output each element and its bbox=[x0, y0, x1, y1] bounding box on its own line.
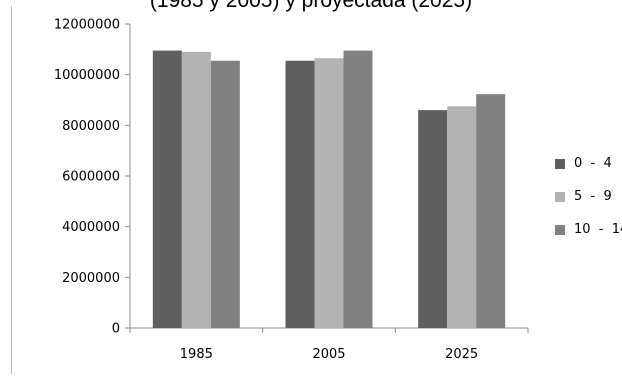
bar-2025-series-1 bbox=[447, 106, 477, 328]
y-tick-label: 12000000 bbox=[54, 18, 120, 33]
y-tick-label: 10000000 bbox=[54, 68, 120, 83]
legend-swatch bbox=[555, 224, 565, 235]
left-border-line bbox=[11, 6, 12, 374]
legend-swatch bbox=[555, 191, 565, 202]
legend-label: 0 - 4 bbox=[574, 156, 612, 171]
bar-1985-series-2 bbox=[210, 60, 240, 328]
x-tick-label: 2025 bbox=[445, 347, 478, 362]
chart-title: (1985 y 2005) y proyectada (2025) bbox=[149, 0, 473, 12]
y-tick-label: 4000000 bbox=[62, 220, 120, 235]
bar-2005-series-1 bbox=[314, 58, 344, 328]
legend-swatch bbox=[555, 158, 565, 169]
bar-2025-series-0 bbox=[418, 110, 448, 328]
bar-1985-series-1 bbox=[181, 51, 211, 328]
x-tick-label: 1985 bbox=[180, 347, 213, 362]
legend-label: 10 - 14 bbox=[574, 222, 622, 237]
legend-item-1: 5 - 9 bbox=[555, 186, 622, 207]
bar-1985-series-0 bbox=[152, 50, 182, 328]
bar-2005-series-2 bbox=[343, 50, 373, 328]
legend: 0 - 4 5 - 9 10 - 14 bbox=[555, 153, 622, 252]
y-tick-label: 0 bbox=[112, 322, 120, 337]
y-tick-label: 6000000 bbox=[62, 170, 120, 185]
bar-2005-series-0 bbox=[285, 60, 315, 328]
y-tick-label: 8000000 bbox=[62, 119, 120, 134]
x-tick-label: 2005 bbox=[312, 347, 345, 362]
y-tick-label: 2000000 bbox=[62, 271, 120, 286]
bar-2025-series-2 bbox=[476, 94, 506, 328]
legend-item-0: 0 - 4 bbox=[555, 153, 622, 174]
legend-label: 5 - 9 bbox=[574, 189, 612, 204]
legend-item-2: 10 - 14 bbox=[555, 219, 622, 240]
